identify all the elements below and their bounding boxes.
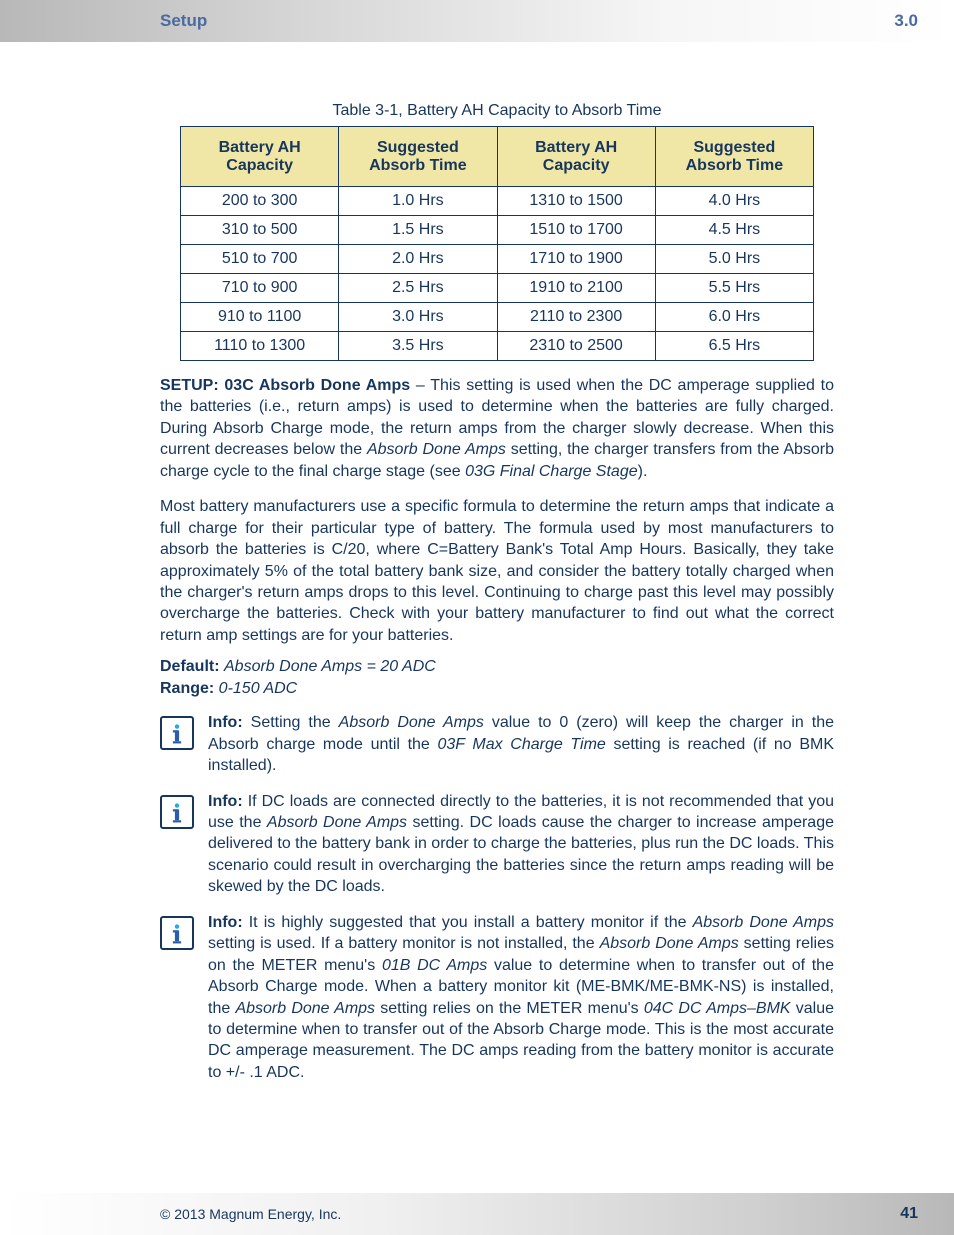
- cell: 2110 to 2300: [497, 303, 655, 332]
- cell: 910 to 1100: [181, 303, 339, 332]
- default-label: Default:: [160, 658, 224, 675]
- note-text: Info: It is highly suggested that you in…: [208, 912, 834, 1084]
- absorb-time-table: Battery AH Capacity Suggested Absorb Tim…: [180, 126, 814, 361]
- info-icon: [160, 916, 194, 950]
- default-value: Absorb Done Amps = 20 ADC: [224, 658, 436, 675]
- info-note: Info: If DC loads are connected directly…: [160, 791, 834, 898]
- cell: 1110 to 1300: [181, 332, 339, 361]
- term: Absorb Done Amps: [267, 814, 407, 831]
- table-row: 510 to 7002.0 Hrs1710 to 19005.0 Hrs: [181, 245, 814, 274]
- header-left: Setup: [160, 11, 207, 31]
- cell: 710 to 900: [181, 274, 339, 303]
- col-header: Battery AH Capacity: [497, 127, 655, 187]
- col-header: Suggested Absorb Time: [655, 127, 813, 187]
- header-right: 3.0: [894, 11, 918, 31]
- info-icon: [160, 716, 194, 750]
- table-header-row: Battery AH Capacity Suggested Absorb Tim…: [181, 127, 814, 187]
- term: Absorb Done Amps: [693, 914, 834, 931]
- cell: 5.5 Hrs: [655, 274, 813, 303]
- page: Setup 3.0 Table 3-1, Battery AH Capacity…: [0, 0, 954, 1235]
- term: 03F Max Charge Time: [437, 736, 605, 753]
- term: Absorb Done Amps: [367, 441, 506, 458]
- cell: 3.5 Hrs: [339, 332, 497, 361]
- col-header: Battery AH Capacity: [181, 127, 339, 187]
- range-value: 0-150 ADC: [219, 680, 298, 697]
- cell: 310 to 500: [181, 216, 339, 245]
- cell: 2310 to 2500: [497, 332, 655, 361]
- term: 04C DC Amps–BMK: [644, 1000, 791, 1017]
- page-number: 41: [900, 1205, 918, 1223]
- cell: 2.0 Hrs: [339, 245, 497, 274]
- content: Table 3-1, Battery AH Capacity to Absorb…: [0, 42, 954, 1123]
- cell: 6.0 Hrs: [655, 303, 813, 332]
- term: Absorb Done Amps: [600, 935, 739, 952]
- text: setting is used. If a battery monitor is…: [208, 935, 600, 952]
- reference: 03G Final Charge Stage: [465, 463, 638, 480]
- table-row: 710 to 9002.5 Hrs1910 to 21005.5 Hrs: [181, 274, 814, 303]
- copyright: © 2013 Magnum Energy, Inc.: [160, 1206, 341, 1222]
- cell: 6.5 Hrs: [655, 332, 813, 361]
- cell: 1.5 Hrs: [339, 216, 497, 245]
- note-text: Info: If DC loads are connected directly…: [208, 791, 834, 898]
- col-header: Suggested Absorb Time: [339, 127, 497, 187]
- header-bar: Setup 3.0: [0, 0, 954, 42]
- info-note: Info: It is highly suggested that you in…: [160, 912, 834, 1084]
- term: 01B DC Amps: [382, 957, 487, 974]
- note-lead: Info:: [208, 793, 248, 810]
- info-icon: [160, 795, 194, 829]
- range-row: Range: 0-150 ADC: [160, 680, 834, 698]
- cell: 4.0 Hrs: [655, 187, 813, 216]
- paragraph: Most battery manufacturers use a specifi…: [160, 496, 834, 646]
- paragraph: SETUP: 03C Absorb Done Amps – This setti…: [160, 375, 834, 482]
- table-row: 200 to 3001.0 Hrs1310 to 15004.0 Hrs: [181, 187, 814, 216]
- term: Absorb Done Amps: [339, 714, 484, 731]
- cell: 4.5 Hrs: [655, 216, 813, 245]
- text: setting relies on the METER menu's: [375, 1000, 644, 1017]
- cell: 1510 to 1700: [497, 216, 655, 245]
- cell: 1310 to 1500: [497, 187, 655, 216]
- cell: 5.0 Hrs: [655, 245, 813, 274]
- cell: 2.5 Hrs: [339, 274, 497, 303]
- text: Setting the: [251, 714, 339, 731]
- table-body: 200 to 3001.0 Hrs1310 to 15004.0 Hrs 310…: [181, 187, 814, 361]
- term: Absorb Done Amps: [235, 1000, 375, 1017]
- table-row: 310 to 5001.5 Hrs1510 to 17004.5 Hrs: [181, 216, 814, 245]
- cell: 1910 to 2100: [497, 274, 655, 303]
- cell: 3.0 Hrs: [339, 303, 497, 332]
- table-row: 910 to 11003.0 Hrs2110 to 23006.0 Hrs: [181, 303, 814, 332]
- note-lead: Info:: [208, 714, 251, 731]
- section-heading: SETUP: 03C Absorb Done Amps: [160, 377, 410, 394]
- info-note: Info: Setting the Absorb Done Amps value…: [160, 712, 834, 776]
- text: It is highly suggested that you install …: [249, 914, 693, 931]
- cell: 1710 to 1900: [497, 245, 655, 274]
- default-row: Default: Absorb Done Amps = 20 ADC: [160, 658, 834, 676]
- footer-bar: © 2013 Magnum Energy, Inc. 41: [0, 1193, 954, 1235]
- cell: 510 to 700: [181, 245, 339, 274]
- range-label: Range:: [160, 680, 219, 697]
- cell: 200 to 300: [181, 187, 339, 216]
- table-row: 1110 to 13003.5 Hrs2310 to 25006.5 Hrs: [181, 332, 814, 361]
- note-lead: Info:: [208, 914, 249, 931]
- note-text: Info: Setting the Absorb Done Amps value…: [208, 712, 834, 776]
- cell: 1.0 Hrs: [339, 187, 497, 216]
- table-title: Table 3-1, Battery AH Capacity to Absorb…: [180, 102, 814, 120]
- text: ).: [638, 463, 648, 480]
